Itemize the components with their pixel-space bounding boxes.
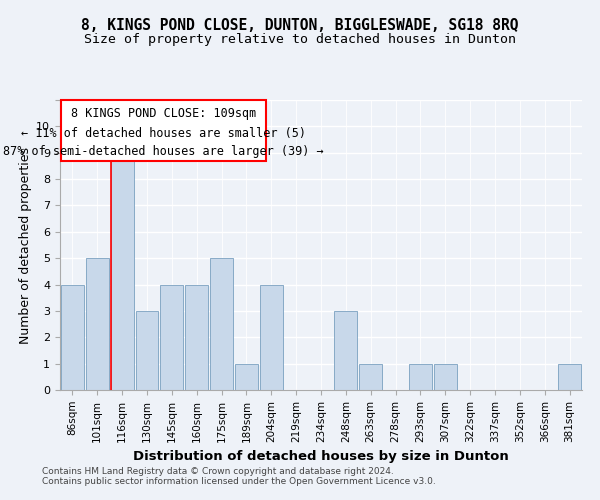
Bar: [409, 364, 432, 390]
Bar: [160, 284, 183, 390]
Y-axis label: Number of detached properties: Number of detached properties: [19, 146, 32, 344]
X-axis label: Distribution of detached houses by size in Dunton: Distribution of detached houses by size …: [133, 450, 509, 463]
Bar: [61, 284, 84, 390]
Bar: [235, 364, 258, 390]
Bar: [210, 258, 233, 390]
Text: 8, KINGS POND CLOSE, DUNTON, BIGGLESWADE, SG18 8RQ: 8, KINGS POND CLOSE, DUNTON, BIGGLESWADE…: [81, 18, 519, 32]
Text: 8 KINGS POND CLOSE: 109sqm: 8 KINGS POND CLOSE: 109sqm: [71, 108, 256, 120]
Bar: [86, 258, 109, 390]
Bar: [136, 311, 158, 390]
Bar: [260, 284, 283, 390]
FancyBboxPatch shape: [61, 100, 266, 160]
Text: Contains HM Land Registry data © Crown copyright and database right 2024.: Contains HM Land Registry data © Crown c…: [42, 467, 394, 476]
Text: Contains public sector information licensed under the Open Government Licence v3: Contains public sector information licen…: [42, 477, 436, 486]
Bar: [558, 364, 581, 390]
Bar: [111, 152, 134, 390]
Bar: [185, 284, 208, 390]
Text: 87% of semi-detached houses are larger (39) →: 87% of semi-detached houses are larger (…: [4, 146, 324, 158]
Text: ← 11% of detached houses are smaller (5): ← 11% of detached houses are smaller (5): [21, 128, 306, 140]
Bar: [359, 364, 382, 390]
Bar: [334, 311, 357, 390]
Bar: [434, 364, 457, 390]
Text: Size of property relative to detached houses in Dunton: Size of property relative to detached ho…: [84, 32, 516, 46]
